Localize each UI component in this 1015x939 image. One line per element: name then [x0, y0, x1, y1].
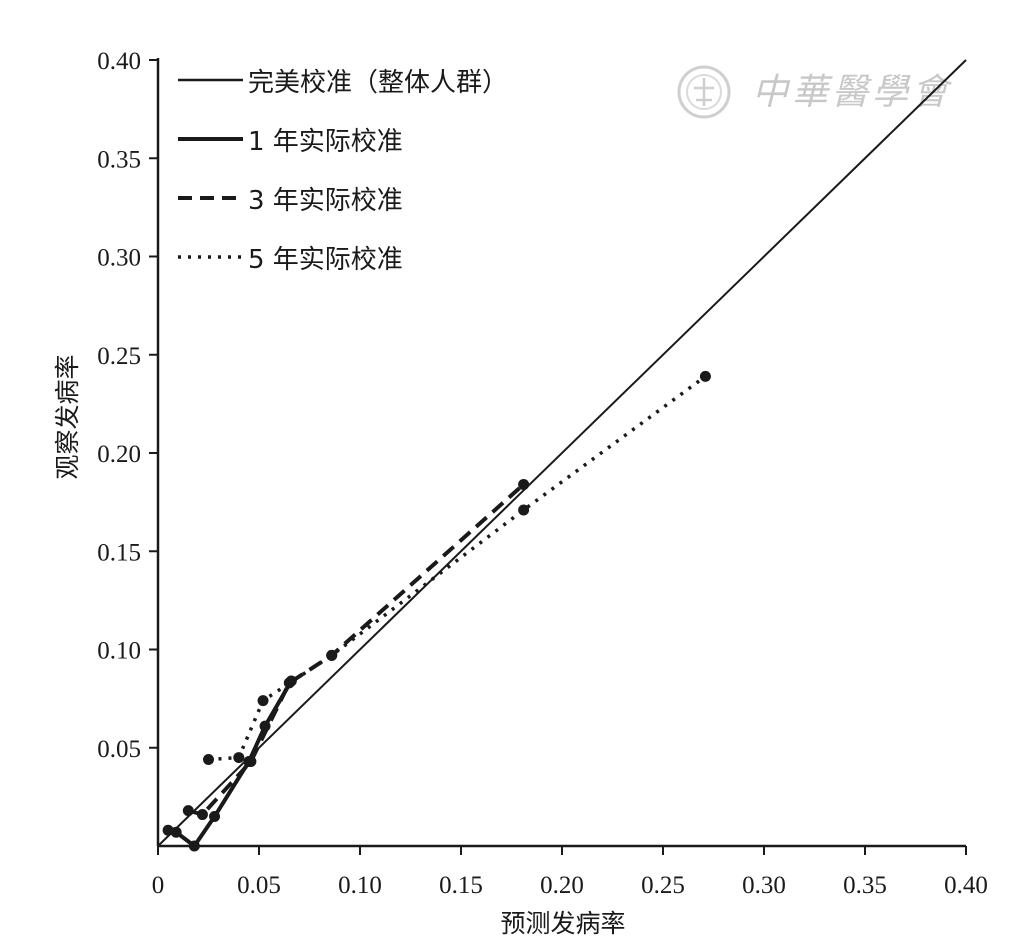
y-tick-label: 0.30	[97, 245, 141, 272]
legend-label-1yr: 1 年实际校准	[248, 127, 403, 157]
y-tick-label: 0.35	[97, 146, 141, 173]
watermark: 中華醫學會	[677, 65, 953, 119]
data-point-3yr	[518, 478, 530, 490]
data-point-5yr	[518, 504, 530, 516]
y-axis-title: 观察发病率	[53, 354, 82, 479]
data-point-5yr	[203, 754, 214, 766]
series-line-5yr	[208, 374, 707, 762]
x-tick-label: 0.35	[843, 872, 887, 899]
x-tick-label: 0.30	[742, 872, 786, 899]
y-tick-label: 0.40	[97, 48, 141, 75]
data-point-3yr	[182, 805, 194, 817]
x-tick-label: 0.20	[540, 872, 584, 899]
legend: 完美校准（整体人群） 1 年实际校准 3 年实际校准 5 年实际校准	[178, 68, 508, 275]
data-point-3yr	[245, 756, 257, 768]
x-tick-label: 0.10	[338, 872, 382, 899]
y-tick-label: 0.25	[97, 343, 141, 370]
x-tick-label: 0.25	[641, 872, 685, 899]
data-point-3yr	[283, 677, 295, 689]
data-point-5yr	[326, 649, 338, 661]
x-tick-label: 0.15	[439, 872, 483, 899]
series-line-1yr	[167, 679, 294, 848]
y-tick-label: 0.05	[97, 736, 141, 763]
data-point-3yr	[196, 809, 208, 821]
data-point-1yr	[170, 826, 182, 838]
watermark-seal-icon	[677, 65, 731, 119]
series-line-3yr	[187, 482, 525, 817]
legend-label-3yr: 3 年实际校准	[248, 186, 403, 216]
x-tick-label: 0.40	[944, 872, 988, 899]
legend-label-perfect: 完美校准（整体人群）	[248, 68, 508, 98]
x-axis-title: 预测发病率	[500, 909, 625, 938]
series-line-perfect	[157, 59, 967, 847]
data-point-5yr	[699, 370, 711, 382]
watermark-text: 中華醫學會	[752, 72, 953, 113]
x-tick-label: 0.05	[237, 872, 281, 899]
y-tick-label: 0.20	[97, 441, 141, 468]
data-point-5yr	[257, 695, 269, 707]
legend-label-5yr: 5 年实际校准	[248, 245, 403, 275]
axes: 0 0.05 0.10 0.15 0.20 0.25 0.30 0.35 0.40 0.05 0.1…	[97, 48, 988, 899]
data-point-5yr	[233, 752, 245, 764]
data-point-1yr	[188, 840, 200, 852]
x-tick-label: 0	[152, 872, 165, 899]
y-tick-label: 0.15	[97, 539, 141, 566]
data-point-1yr	[209, 811, 221, 823]
series-layer	[157, 59, 967, 852]
y-tick-label: 0.10	[97, 638, 141, 665]
